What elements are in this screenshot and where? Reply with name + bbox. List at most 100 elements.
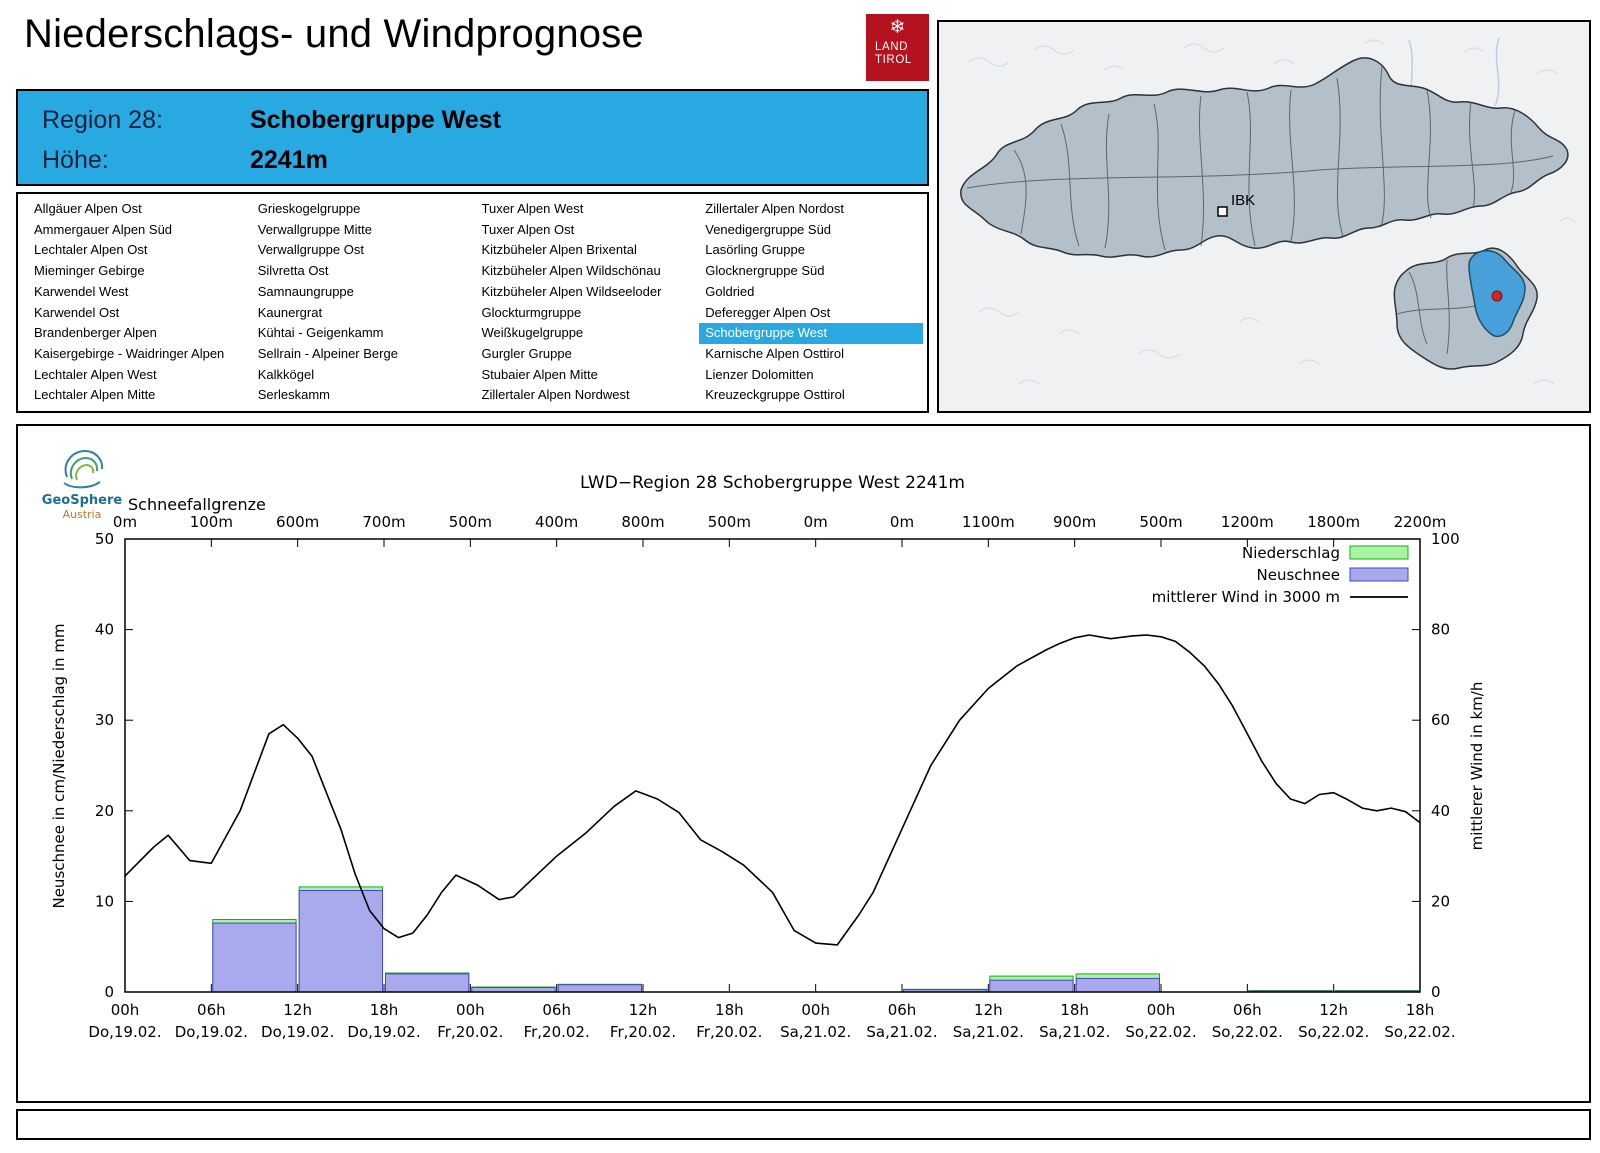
region-list-item[interactable]: Glocknergruppe Süd [705, 263, 825, 279]
region-info-box: Region 28: Schobergruppe West Höhe: 2241… [16, 89, 929, 186]
chart-header: LWD−Region 28 Schobergruppe West 2241m Sc… [128, 473, 965, 514]
svg-text:12h: 12h [1319, 1001, 1348, 1019]
svg-text:20: 20 [95, 802, 114, 820]
region-list-item[interactable]: Lechtaler Alpen West [34, 366, 157, 382]
svg-text:600m: 600m [276, 513, 319, 531]
region-list-column: Zillertaler Alpen Nordost Venedigergruppe… [699, 199, 923, 406]
svg-text:Do,19.02.: Do,19.02. [175, 1023, 248, 1041]
region-list-item[interactable]: Glockturmgruppe [481, 304, 582, 320]
region-list-item[interactable]: Samnaungruppe [257, 283, 354, 299]
region-list-item[interactable]: Kalkkögel [257, 366, 315, 382]
region-list-item[interactable]: Kitzbüheler Alpen Brixental [481, 242, 637, 258]
page-title: Niederschlags- und Windprognose [24, 12, 644, 56]
svg-text:12h: 12h [629, 1001, 658, 1019]
svg-text:500m: 500m [449, 513, 492, 531]
region-list-item[interactable]: Kaisergebirge - Waidringer Alpen [34, 345, 225, 361]
svg-text:1200m: 1200m [1221, 513, 1274, 531]
svg-text:40: 40 [95, 621, 114, 639]
region-list-item[interactable]: Kitzbüheler Alpen Wildschönau [481, 263, 661, 279]
region-list-item[interactable]: Lechtaler Alpen Ost [34, 242, 148, 258]
altitude-info-row: Höhe: 2241m [42, 140, 927, 180]
north-tirol-shape[interactable] [960, 57, 1569, 258]
plot-border [124, 538, 1421, 993]
region-list-item[interactable]: Grieskogelgruppe [257, 201, 361, 216]
svg-text:Fr,20.02.: Fr,20.02. [524, 1023, 590, 1041]
region-list-item[interactable]: Lasörling Gruppe [705, 242, 805, 258]
svg-text:So,22.02.: So,22.02. [1384, 1023, 1455, 1041]
region-list-item[interactable]: Kühtai - Geigenkamm [257, 325, 384, 341]
region-list-item[interactable]: Karwendel West [34, 283, 129, 299]
region-list-item[interactable]: Kreuzeckgruppe Osttirol [705, 387, 845, 403]
land-tirol-logo: ❄ LAND TIROL [866, 14, 929, 81]
region-list-item[interactable]: Allgäuer Alpen Ost [34, 201, 142, 216]
svg-text:500m: 500m [708, 513, 751, 531]
svg-text:0m: 0m [113, 513, 137, 531]
region-list-item[interactable]: Tuxer Alpen Ost [481, 221, 575, 237]
region-list-item[interactable]: Zillertaler Alpen Nordost [705, 201, 844, 216]
svg-text:100: 100 [1431, 530, 1460, 548]
svg-text:500m: 500m [1139, 513, 1182, 531]
logo-line-tirol: TIROL [875, 53, 912, 66]
logo-text: LAND TIROL [866, 41, 929, 66]
region-list-item[interactable]: Ammergauer Alpen Süd [34, 221, 173, 237]
svg-text:00h: 00h [801, 1001, 830, 1019]
svg-text:Fr,20.02.: Fr,20.02. [610, 1023, 676, 1041]
region-list-item[interactable]: Stubaier Alpen Mitte [481, 366, 598, 382]
terrain-texture [968, 39, 1576, 385]
svg-text:Sa,21.02.: Sa,21.02. [780, 1023, 851, 1041]
region-list-item[interactable]: Karwendel Ost [34, 304, 120, 320]
svg-text:10: 10 [95, 892, 114, 910]
svg-text:So,22.02.: So,22.02. [1298, 1023, 1369, 1041]
svg-text:Sa,21.02.: Sa,21.02. [953, 1023, 1024, 1041]
svg-text:Fr,20.02.: Fr,20.02. [437, 1023, 503, 1041]
svg-text:12h: 12h [283, 1001, 312, 1019]
region-list-item[interactable]: Verwallgruppe Ost [257, 242, 364, 258]
svg-text:18h: 18h [370, 1001, 399, 1019]
region-list-item[interactable]: Deferegger Alpen Ost [705, 304, 831, 320]
svg-text:700m: 700m [362, 513, 405, 531]
y-right-label: mittlerer Wind in km/h [1468, 682, 1486, 851]
altitude-value: 2241m [250, 145, 328, 174]
region-list-item[interactable]: Tuxer Alpen West [481, 201, 584, 216]
geosphere-country: Austria [63, 508, 102, 521]
svg-text:1100m: 1100m [962, 513, 1015, 531]
region-list-item[interactable]: Sellrain - Alpeiner Berge [257, 345, 398, 361]
forecast-chart-svg: LWD−Region 28 Schobergruppe West 2241m Sc… [42, 449, 1486, 1041]
region-list-item[interactable]: Schobergruppe West [699, 323, 923, 344]
region-list-item[interactable]: Kitzbüheler Alpen Wildseeloder [481, 283, 662, 299]
y-axis-labels: 0 10 20 30 40 50 0 20 40 60 80 100 [95, 530, 1460, 1001]
chart-legend: Niederschlag Neuschnee mittlerer Wind in 3… [1152, 544, 1409, 606]
region-list-item[interactable]: Lechtaler Alpen Mitte [34, 387, 156, 403]
svg-text:06h: 06h [197, 1001, 226, 1019]
region-list-item[interactable]: Karnische Alpen Osttirol [705, 345, 844, 361]
svg-text:Sa,21.02.: Sa,21.02. [1039, 1023, 1110, 1041]
region-list-item[interactable]: Brandenberger Alpen [34, 325, 157, 341]
svg-text:Do,19.02.: Do,19.02. [261, 1023, 334, 1041]
svg-text:0m: 0m [890, 513, 914, 531]
svg-text:00h: 00h [1147, 1001, 1176, 1019]
svg-text:0m: 0m [804, 513, 828, 531]
svg-text:100m: 100m [190, 513, 233, 531]
region-list-item[interactable]: Gurgler Gruppe [481, 345, 572, 361]
region-list-item[interactable]: Verwallgruppe Mitte [257, 221, 372, 237]
region-list-column: Tuxer Alpen West Tuxer Alpen Ost Kitzbühel… [476, 199, 700, 406]
map-box: IBK [937, 20, 1591, 413]
region-list-item[interactable]: Venedigergruppe Süd [705, 221, 832, 237]
region-label: Region 28: [42, 105, 163, 134]
wind-line [124, 634, 1421, 946]
ibk-marker: IBK [1217, 192, 1255, 217]
region-list-item[interactable]: Goldried [705, 283, 755, 299]
svg-text:18h: 18h [1406, 1001, 1435, 1019]
snowflake-icon: ❄ [889, 17, 906, 38]
map-svg[interactable]: IBK [939, 22, 1589, 411]
svg-text:So,22.02.: So,22.02. [1212, 1023, 1283, 1041]
region-list-item[interactable]: Kaunergrat [257, 304, 323, 320]
region-list-column: Allgäuer Alpen Ost Ammergauer Alpen Süd Le… [28, 199, 252, 406]
region-list-item[interactable]: Silvretta Ost [257, 263, 329, 279]
region-list-item[interactable]: Weißkugelgruppe [481, 325, 584, 341]
svg-text:80: 80 [1431, 621, 1450, 639]
region-list-item[interactable]: Zillertaler Alpen Nordwest [481, 387, 630, 403]
region-list-item[interactable]: Mieminger Gebirge [34, 263, 145, 279]
region-list-item[interactable]: Lienzer Dolomitten [705, 366, 814, 382]
region-list-item[interactable]: Serleskamm [257, 387, 330, 403]
